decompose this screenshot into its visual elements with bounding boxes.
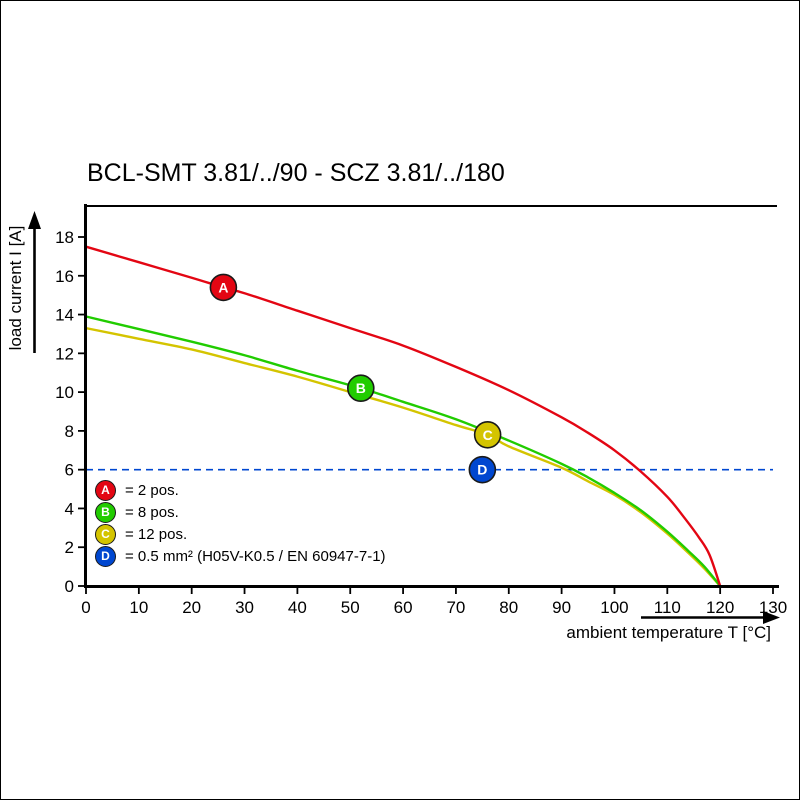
legend-label-A: = 2 pos. <box>125 481 179 499</box>
legend-marker-C-icon: C <box>95 523 116 545</box>
chart-title: BCL-SMT 3.81/../90 - SCZ 3.81/../180 <box>87 159 505 187</box>
legend-label-B: = 8 pos. <box>125 503 179 521</box>
legend-marker-B-icon: B <box>95 501 116 523</box>
marker-letter-B: B <box>356 380 366 396</box>
marker-C <box>473 420 502 449</box>
x-axis-label: ambient temperature T [°C] <box>566 623 771 642</box>
x-tick-label: 40 <box>288 598 307 617</box>
x-axis-arrow-head-icon <box>763 611 780 624</box>
marker-letter-C: C <box>483 427 493 443</box>
x-tick-label: 30 <box>235 598 254 617</box>
y-tick-label: 0 <box>65 577 74 596</box>
legend-item-D: D = 0.5 mm² (H05V-K0.5 / EN 60947-7-1) <box>95 545 386 567</box>
y-tick-label: 6 <box>65 461 74 480</box>
x-tick-label: 110 <box>654 598 681 617</box>
legend-item-B: B = 8 pos. <box>95 501 386 523</box>
x-tick-label: 50 <box>341 598 360 617</box>
x-tick-label: 0 <box>81 598 90 617</box>
x-tick-label: 10 <box>129 598 148 617</box>
legend-marker-A-icon: A <box>95 479 116 501</box>
x-tick-label: 60 <box>394 598 413 617</box>
legend-item-C: C = 12 pos. <box>95 523 386 545</box>
x-tick-label: 20 <box>182 598 201 617</box>
legend-item-A: A = 2 pos. <box>95 479 386 501</box>
y-tick-label: 8 <box>65 422 74 441</box>
x-tick-label: 90 <box>552 598 571 617</box>
legend-label-C: = 12 pos. <box>125 525 188 543</box>
y-tick-label: 4 <box>65 499 74 518</box>
x-tick-label: 100 <box>600 598 628 617</box>
marker-letter-A: A <box>218 279 228 295</box>
x-tick-label: 80 <box>499 598 518 617</box>
y-axis-arrow-head-icon <box>28 211 41 229</box>
x-tick-label: 70 <box>446 598 465 617</box>
y-tick-label: 18 <box>55 228 74 247</box>
marker-B <box>346 374 375 403</box>
y-tick-label: 16 <box>55 267 74 286</box>
marker-letter-D: D <box>477 462 487 478</box>
legend-label-D: = 0.5 mm² (H05V-K0.5 / EN 60947-7-1) <box>125 547 386 565</box>
y-tick-label: 14 <box>55 306 74 325</box>
curve-B <box>84 315 722 588</box>
x-tick-label: 120 <box>706 598 734 617</box>
legend: A = 2 pos. B = 8 pos. C = 12 pos. D = 0.5 mm² (… <box>95 479 386 567</box>
marker-D <box>468 455 497 484</box>
marker-A <box>209 273 238 302</box>
legend-marker-D-icon: D <box>95 545 116 567</box>
y-tick-label: 12 <box>55 344 74 363</box>
y-tick-label: 10 <box>55 383 74 402</box>
y-tick-label: 2 <box>65 538 74 557</box>
